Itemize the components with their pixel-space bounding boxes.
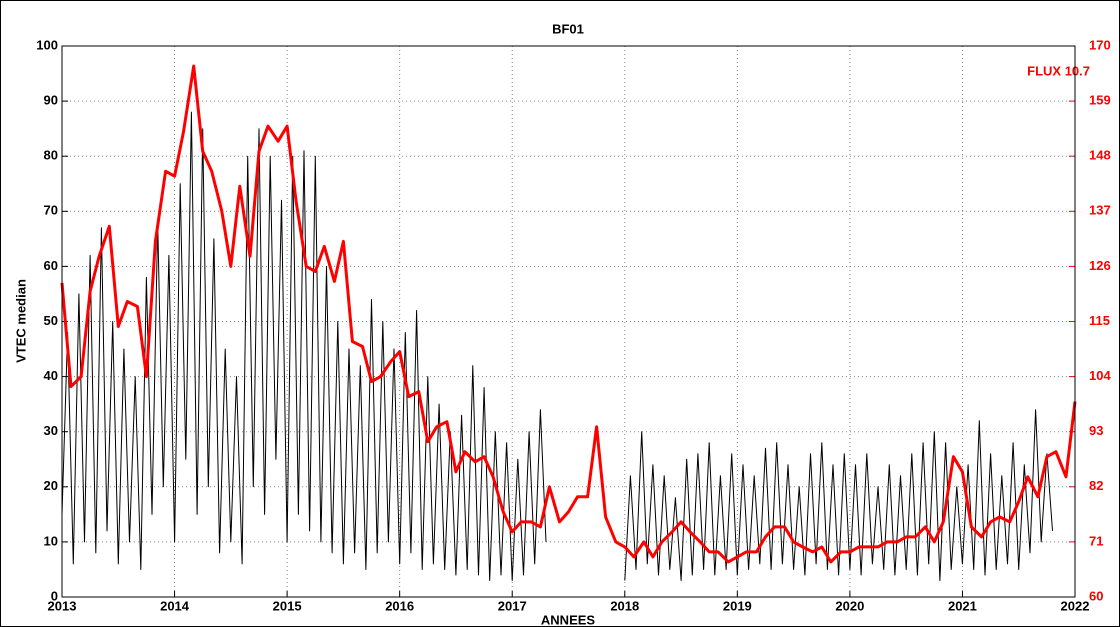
x-axis-label: ANNEES <box>541 612 596 627</box>
x-tick-label: 2019 <box>723 598 752 613</box>
y-tick-label: 60 <box>44 258 58 273</box>
y2-tick-label: 126 <box>1089 258 1111 273</box>
y2-tick-label: 148 <box>1089 148 1111 163</box>
y2-tick-label: 137 <box>1089 203 1111 218</box>
x-tick-label: 2021 <box>948 598 977 613</box>
series-line <box>61 111 1053 581</box>
y-tick-label: 30 <box>44 423 58 438</box>
x-tick-label: 2013 <box>48 598 77 613</box>
y-tick-label: 10 <box>44 533 58 548</box>
chart-title: BF01 <box>552 21 584 36</box>
x-tick-label: 2014 <box>160 598 190 613</box>
plot-frame <box>61 45 1076 598</box>
y2-tick-label: 82 <box>1089 478 1103 493</box>
y-tick-label: 100 <box>36 37 58 52</box>
y-tick-label: 90 <box>44 93 58 108</box>
series-line <box>60 64 1077 564</box>
y-tick-label: 0 <box>51 588 58 603</box>
y-axis-label: VTEC median <box>13 279 28 363</box>
y2-tick-label: 93 <box>1089 423 1103 438</box>
y2-tick-label: 60 <box>1089 588 1103 603</box>
x-tick-label: 2015 <box>273 598 302 613</box>
y2-tick-label: 104 <box>1089 368 1111 383</box>
y-tick-label: 50 <box>44 313 58 328</box>
y2-tick-label: 115 <box>1089 313 1110 328</box>
x-tick-label: 2022 <box>1061 598 1090 613</box>
y-tick-label: 70 <box>44 203 58 218</box>
x-tick-label: 2020 <box>835 598 864 613</box>
x-tick-label: 2018 <box>610 598 639 613</box>
annotation: FLUX 10.7 <box>1027 63 1090 78</box>
x-tick-label: 2016 <box>385 598 414 613</box>
x-tick-label: 2017 <box>498 598 527 613</box>
y-tick-label: 20 <box>44 478 58 493</box>
y2-tick-label: 159 <box>1089 93 1111 108</box>
y2-tick-label: 71 <box>1089 533 1103 548</box>
y-tick-label: 40 <box>44 368 58 383</box>
y-tick-label: 80 <box>44 148 58 163</box>
y2-tick-label: 170 <box>1089 37 1111 52</box>
